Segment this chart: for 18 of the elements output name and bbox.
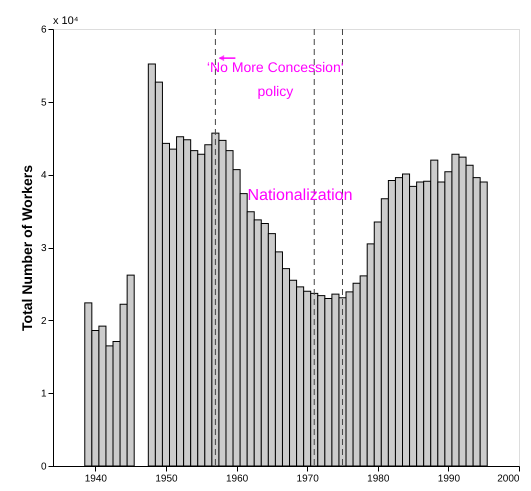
y-tick-label: 1 bbox=[40, 388, 47, 400]
y-tick-label: 2 bbox=[40, 316, 47, 327]
x-tick-label: 1940 bbox=[84, 474, 108, 484]
x-tick-label: 2000 bbox=[497, 474, 520, 484]
x-tick-label: 1990 bbox=[438, 474, 460, 484]
text: x 10⁴ bbox=[53, 15, 79, 27]
y-axis-title: Total Number of Workers bbox=[18, 164, 35, 331]
x-tick-label: 1960 bbox=[226, 474, 249, 484]
y-tick-label: 6 bbox=[40, 24, 47, 36]
y-tick-label: 3 bbox=[40, 243, 47, 254]
x-tick-label: 1980 bbox=[367, 474, 390, 484]
y-tick-label: 5 bbox=[40, 97, 47, 108]
annotation: Nationalization bbox=[248, 187, 352, 204]
x-tick-label: 1970 bbox=[296, 474, 320, 484]
y-tick-label: 4 bbox=[40, 170, 47, 182]
x-tick-label: 1950 bbox=[155, 474, 178, 484]
annotation: ‘No More Concession‘ policy bbox=[206, 59, 344, 100]
y-tick-label: 0 bbox=[40, 462, 47, 472]
